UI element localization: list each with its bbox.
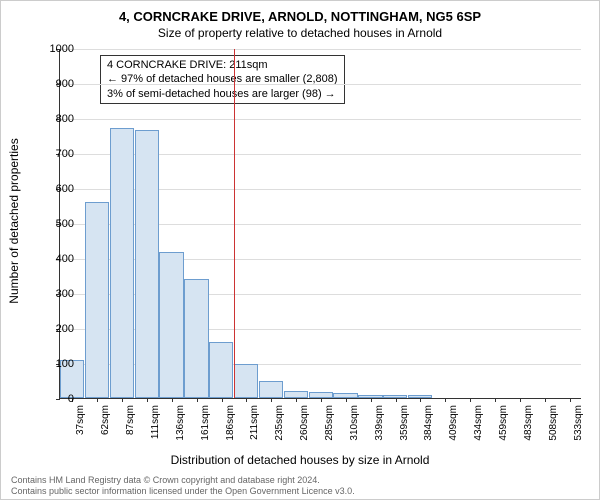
annotation-box: 4 CORNCRAKE DRIVE: 211sqm ← 97% of detac…: [100, 55, 345, 104]
histogram-bar: [284, 391, 308, 398]
histogram-bar: [159, 252, 183, 398]
footer-line2: Contains public sector information licen…: [11, 486, 355, 497]
xtick-label: 87sqm: [125, 405, 136, 435]
xtick-mark: [346, 398, 347, 402]
xtick-label: 359sqm: [399, 405, 410, 441]
xtick-mark: [246, 398, 247, 402]
xtick-label: 37sqm: [75, 405, 86, 435]
xtick-mark: [97, 398, 98, 402]
xtick-mark: [296, 398, 297, 402]
xtick-label: 211sqm: [249, 405, 260, 440]
xtick-mark: [396, 398, 397, 402]
gridline-h: [60, 84, 581, 85]
histogram-bar: [110, 128, 134, 398]
xtick-label: 310sqm: [349, 405, 360, 441]
ytick-label: 700: [44, 148, 74, 160]
histogram-bar: [209, 342, 233, 398]
xtick-mark: [470, 398, 471, 402]
reference-line: [234, 49, 235, 398]
footer-text: Contains HM Land Registry data © Crown c…: [11, 475, 355, 497]
xtick-label: 533sqm: [573, 405, 584, 441]
xtick-mark: [495, 398, 496, 402]
histogram-bar: [135, 130, 159, 398]
ytick-label: 900: [44, 78, 74, 90]
xtick-label: 508sqm: [548, 405, 559, 441]
annotation-line1: 4 CORNCRAKE DRIVE: 211sqm: [107, 58, 338, 72]
histogram-bar: [234, 364, 258, 398]
xtick-mark: [420, 398, 421, 402]
xtick-label: 186sqm: [225, 405, 236, 441]
ytick-label: 500: [44, 218, 74, 230]
xtick-mark: [172, 398, 173, 402]
xtick-label: 111sqm: [150, 405, 161, 439]
xtick-label: 161sqm: [200, 405, 211, 441]
ytick-label: 800: [44, 113, 74, 125]
chart-container: 4, CORNCRAKE DRIVE, ARNOLD, NOTTINGHAM, …: [0, 0, 600, 500]
annotation-line3: 3% of semi-detached houses are larger (9…: [107, 87, 338, 101]
ytick-label: 0: [44, 393, 74, 405]
xtick-mark: [122, 398, 123, 402]
histogram-bar: [259, 381, 283, 399]
xtick-label: 459sqm: [498, 405, 509, 441]
xtick-label: 384sqm: [423, 405, 434, 441]
xtick-label: 483sqm: [523, 405, 534, 441]
y-axis-label: Number of detached properties: [7, 138, 21, 303]
xtick-mark: [222, 398, 223, 402]
footer-line1: Contains HM Land Registry data © Crown c…: [11, 475, 355, 486]
xtick-mark: [520, 398, 521, 402]
xtick-mark: [371, 398, 372, 402]
xtick-mark: [271, 398, 272, 402]
ytick-label: 1000: [44, 43, 74, 55]
ytick-label: 300: [44, 288, 74, 300]
xtick-mark: [197, 398, 198, 402]
histogram-bar: [85, 202, 109, 398]
ytick-label: 400: [44, 253, 74, 265]
xtick-label: 235sqm: [274, 405, 285, 441]
x-axis-label: Distribution of detached houses by size …: [1, 453, 599, 467]
xtick-label: 136sqm: [175, 405, 186, 441]
xtick-label: 62sqm: [100, 405, 111, 435]
xtick-label: 434sqm: [473, 405, 484, 441]
plot-area: 4 CORNCRAKE DRIVE: 211sqm ← 97% of detac…: [59, 49, 581, 399]
xtick-mark: [445, 398, 446, 402]
gridline-h: [60, 119, 581, 120]
xtick-label: 285sqm: [324, 405, 335, 441]
ytick-label: 200: [44, 323, 74, 335]
xtick-label: 260sqm: [299, 405, 310, 441]
chart-title-main: 4, CORNCRAKE DRIVE, ARNOLD, NOTTINGHAM, …: [1, 9, 599, 24]
xtick-mark: [321, 398, 322, 402]
chart-title-sub: Size of property relative to detached ho…: [1, 26, 599, 40]
xtick-label: 409sqm: [448, 405, 459, 441]
ytick-label: 600: [44, 183, 74, 195]
histogram-bar: [184, 279, 208, 398]
xtick-label: 339sqm: [374, 405, 385, 441]
xtick-mark: [545, 398, 546, 402]
xtick-mark: [570, 398, 571, 402]
ytick-label: 100: [44, 358, 74, 370]
xtick-mark: [147, 398, 148, 402]
gridline-h: [60, 49, 581, 50]
